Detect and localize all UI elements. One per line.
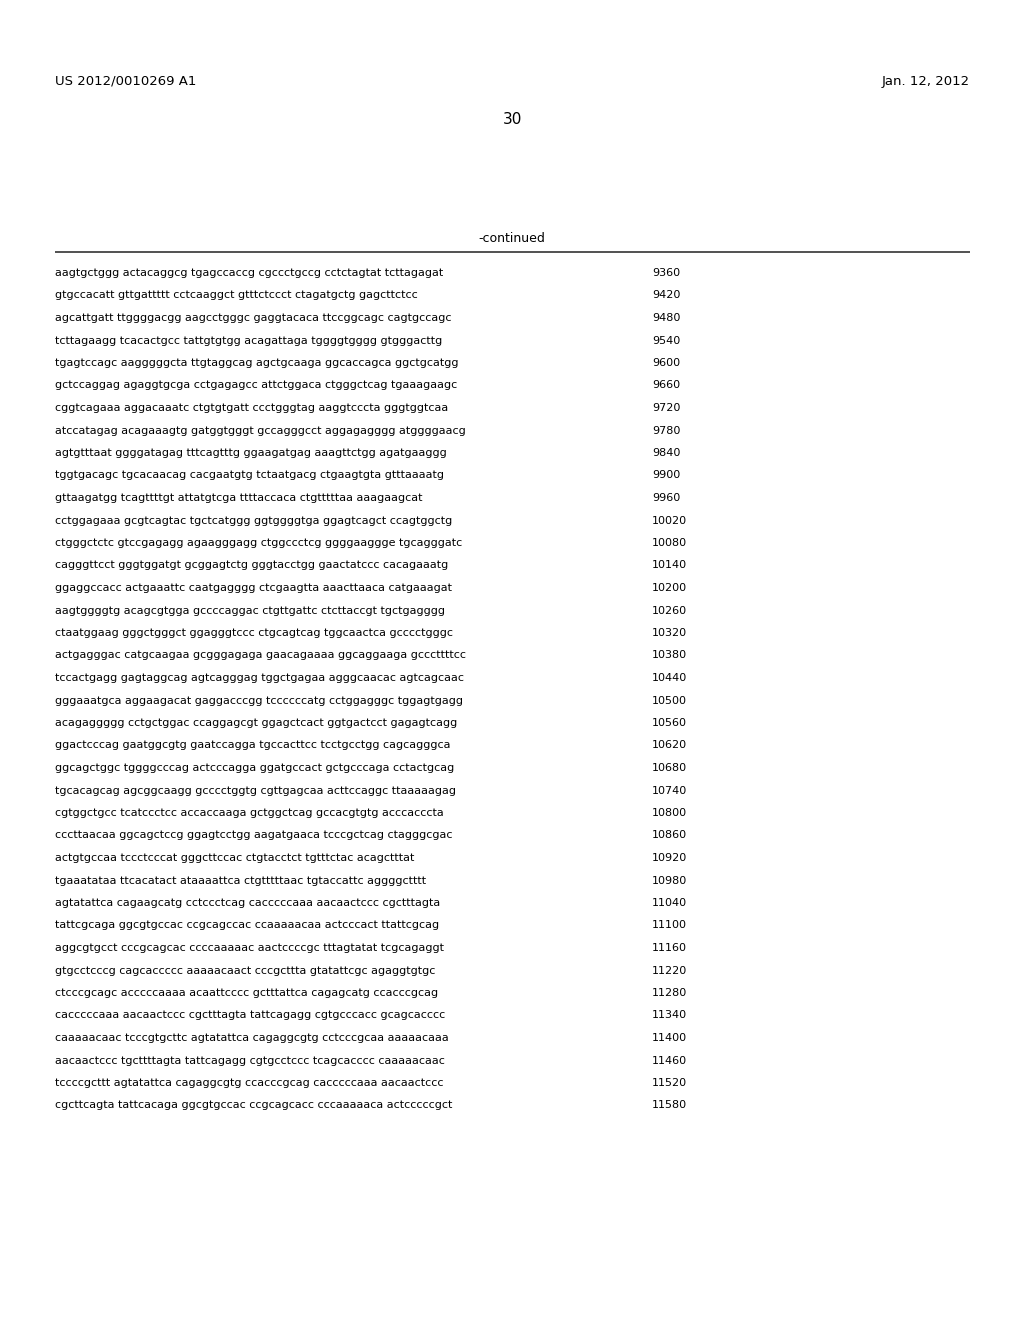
Text: gttaagatgg tcagttttgt attatgtcga ttttaccaca ctgtttttaa aaagaagcat: gttaagatgg tcagttttgt attatgtcga ttttacc… — [55, 492, 423, 503]
Text: 10380: 10380 — [652, 651, 687, 660]
Text: 9360: 9360 — [652, 268, 680, 279]
Text: ggactcccag gaatggcgtg gaatccagga tgccacttcc tcctgcctgg cagcagggca: ggactcccag gaatggcgtg gaatccagga tgccact… — [55, 741, 451, 751]
Text: 11100: 11100 — [652, 920, 687, 931]
Text: agtatattca cagaagcatg cctccctcag cacccccaaa aacaactccc cgctttagta: agtatattca cagaagcatg cctccctcag caccccc… — [55, 898, 440, 908]
Text: 10080: 10080 — [652, 539, 687, 548]
Text: 11280: 11280 — [652, 987, 687, 998]
Text: cgtggctgcc tcatccctcc accaccaaga gctggctcag gccacgtgtg acccacccta: cgtggctgcc tcatccctcc accaccaaga gctggct… — [55, 808, 443, 818]
Text: tccccgcttt agtatattca cagaggcgtg ccacccgcag cacccccaaa aacaactccc: tccccgcttt agtatattca cagaggcgtg ccacccg… — [55, 1078, 443, 1088]
Text: 9540: 9540 — [652, 335, 680, 346]
Text: 11520: 11520 — [652, 1078, 687, 1088]
Text: 10260: 10260 — [652, 606, 687, 615]
Text: 9840: 9840 — [652, 447, 680, 458]
Text: US 2012/0010269 A1: US 2012/0010269 A1 — [55, 75, 197, 88]
Text: 11460: 11460 — [652, 1056, 687, 1065]
Text: cggtcagaaa aggacaaatc ctgtgtgatt ccctgggtag aaggtcccta gggtggtcaa: cggtcagaaa aggacaaatc ctgtgtgatt ccctggg… — [55, 403, 449, 413]
Text: ctgggctctc gtccgagagg agaagggagg ctggccctcg ggggaaggge tgcagggatc: ctgggctctc gtccgagagg agaagggagg ctggccc… — [55, 539, 462, 548]
Text: cacccccaaa aacaactccc cgctttagta tattcagagg cgtgcccacc gcagcacccc: cacccccaaa aacaactccc cgctttagta tattcag… — [55, 1011, 445, 1020]
Text: 10980: 10980 — [652, 875, 687, 886]
Text: 9900: 9900 — [652, 470, 680, 480]
Text: 9660: 9660 — [652, 380, 680, 391]
Text: gtgccacatt gttgattttt cctcaaggct gtttctccct ctagatgctg gagcttctcc: gtgccacatt gttgattttt cctcaaggct gtttctc… — [55, 290, 418, 301]
Text: 10440: 10440 — [652, 673, 687, 682]
Text: cgcttcagta tattcacaga ggcgtgccac ccgcagcacc cccaaaaaca actcccccgct: cgcttcagta tattcacaga ggcgtgccac ccgcagc… — [55, 1101, 453, 1110]
Text: 10560: 10560 — [652, 718, 687, 729]
Text: 11580: 11580 — [652, 1101, 687, 1110]
Text: tgagtccagc aagggggcta ttgtaggcag agctgcaaga ggcaccagca ggctgcatgg: tgagtccagc aagggggcta ttgtaggcag agctgca… — [55, 358, 459, 368]
Text: cctggagaaa gcgtcagtac tgctcatggg ggtggggtga ggagtcagct ccagtggctg: cctggagaaa gcgtcagtac tgctcatggg ggtgggg… — [55, 516, 453, 525]
Text: acagaggggg cctgctggac ccaggagcgt ggagctcact ggtgactcct gagagtcagg: acagaggggg cctgctggac ccaggagcgt ggagctc… — [55, 718, 458, 729]
Text: tggtgacagc tgcacaacag cacgaatgtg tctaatgacg ctgaagtgta gtttaaaatg: tggtgacagc tgcacaacag cacgaatgtg tctaatg… — [55, 470, 444, 480]
Text: 11400: 11400 — [652, 1034, 687, 1043]
Text: 11040: 11040 — [652, 898, 687, 908]
Text: -continued: -continued — [478, 232, 546, 246]
Text: tccactgagg gagtaggcag agtcagggag tggctgagaa agggcaacac agtcagcaac: tccactgagg gagtaggcag agtcagggag tggctga… — [55, 673, 464, 682]
Text: 10920: 10920 — [652, 853, 687, 863]
Text: tgcacagcag agcggcaagg gcccctggtg cgttgagcaa acttccaggc ttaaaaagag: tgcacagcag agcggcaagg gcccctggtg cgttgag… — [55, 785, 456, 796]
Text: actgagggac catgcaagaa gcgggagaga gaacagaaaa ggcaggaaga gcccttttcc: actgagggac catgcaagaa gcgggagaga gaacaga… — [55, 651, 466, 660]
Text: 11160: 11160 — [652, 942, 687, 953]
Text: tgaaatataa ttcacatact ataaaattca ctgtttttaac tgtaccattc aggggctttt: tgaaatataa ttcacatact ataaaattca ctgtttt… — [55, 875, 426, 886]
Text: 9480: 9480 — [652, 313, 680, 323]
Text: 10860: 10860 — [652, 830, 687, 841]
Text: 30: 30 — [503, 112, 521, 127]
Text: ctaatggaag gggctgggct ggagggtccc ctgcagtcag tggcaactca gcccctgggc: ctaatggaag gggctgggct ggagggtccc ctgcagt… — [55, 628, 453, 638]
Text: Jan. 12, 2012: Jan. 12, 2012 — [882, 75, 970, 88]
Text: 11340: 11340 — [652, 1011, 687, 1020]
Text: cagggttcct gggtggatgt gcggagtctg gggtacctgg gaactatccc cacagaaatg: cagggttcct gggtggatgt gcggagtctg gggtacc… — [55, 561, 449, 570]
Text: agcattgatt ttggggacgg aagcctgggc gaggtacaca ttccggcagc cagtgccagc: agcattgatt ttggggacgg aagcctgggc gaggtac… — [55, 313, 452, 323]
Text: 9420: 9420 — [652, 290, 680, 301]
Text: 10320: 10320 — [652, 628, 687, 638]
Text: 9960: 9960 — [652, 492, 680, 503]
Text: aacaactccc tgcttttagta tattcagagg cgtgcctccc tcagcacccc caaaaacaac: aacaactccc tgcttttagta tattcagagg cgtgcc… — [55, 1056, 444, 1065]
Text: 10500: 10500 — [652, 696, 687, 705]
Text: aagtggggtg acagcgtgga gccccaggac ctgttgattc ctcttaccgt tgctgagggg: aagtggggtg acagcgtgga gccccaggac ctgttga… — [55, 606, 445, 615]
Text: agtgtttaat ggggatagag tttcagtttg ggaagatgag aaagttctgg agatgaaggg: agtgtttaat ggggatagag tttcagtttg ggaagat… — [55, 447, 446, 458]
Text: 10020: 10020 — [652, 516, 687, 525]
Text: ctcccgcagc acccccaaaa acaattcccc gctttattca cagagcatg ccacccgcag: ctcccgcagc acccccaaaa acaattcccc gctttat… — [55, 987, 438, 998]
Text: tcttagaagg tcacactgcc tattgtgtgg acagattaga tggggtgggg gtgggacttg: tcttagaagg tcacactgcc tattgtgtgg acagatt… — [55, 335, 442, 346]
Text: 10740: 10740 — [652, 785, 687, 796]
Text: aagtgctggg actacaggcg tgagccaccg cgccctgccg cctctagtat tcttagagat: aagtgctggg actacaggcg tgagccaccg cgccctg… — [55, 268, 443, 279]
Text: gctccaggag agaggtgcga cctgagagcc attctggaca ctgggctcag tgaaagaagc: gctccaggag agaggtgcga cctgagagcc attctgg… — [55, 380, 458, 391]
Text: gtgcctcccg cagcaccccc aaaaacaact cccgcttta gtatattcgc agaggtgtgc: gtgcctcccg cagcaccccc aaaaacaact cccgctt… — [55, 965, 435, 975]
Text: 9780: 9780 — [652, 425, 680, 436]
Text: actgtgccaa tccctcccat gggcttccac ctgtacctct tgtttctac acagctttat: actgtgccaa tccctcccat gggcttccac ctgtacc… — [55, 853, 415, 863]
Text: gggaaatgca aggaagacat gaggacccgg tccccccatg cctggagggc tggagtgagg: gggaaatgca aggaagacat gaggacccgg tcccccc… — [55, 696, 463, 705]
Text: atccatagag acagaaagtg gatggtgggt gccagggcct aggagagggg atggggaacg: atccatagag acagaaagtg gatggtgggt gccaggg… — [55, 425, 466, 436]
Text: 10140: 10140 — [652, 561, 687, 570]
Text: cccttaacaa ggcagctccg ggagtcctgg aagatgaaca tcccgctcag ctagggcgac: cccttaacaa ggcagctccg ggagtcctgg aagatga… — [55, 830, 453, 841]
Text: 9600: 9600 — [652, 358, 680, 368]
Text: aggcgtgcct cccgcagcac ccccaaaaac aactccccgc tttagtatat tcgcagaggt: aggcgtgcct cccgcagcac ccccaaaaac aactccc… — [55, 942, 444, 953]
Text: 9720: 9720 — [652, 403, 680, 413]
Text: 10680: 10680 — [652, 763, 687, 774]
Text: caaaaacaac tcccgtgcttc agtatattca cagaggcgtg cctcccgcaa aaaaacaaa: caaaaacaac tcccgtgcttc agtatattca cagagg… — [55, 1034, 449, 1043]
Text: 10620: 10620 — [652, 741, 687, 751]
Text: 10200: 10200 — [652, 583, 687, 593]
Text: ggcagctggc tggggcccag actcccagga ggatgccact gctgcccaga cctactgcag: ggcagctggc tggggcccag actcccagga ggatgcc… — [55, 763, 455, 774]
Text: ggaggccacc actgaaattc caatgagggg ctcgaagtta aaacttaaca catgaaagat: ggaggccacc actgaaattc caatgagggg ctcgaag… — [55, 583, 452, 593]
Text: tattcgcaga ggcgtgccac ccgcagccac ccaaaaacaa actcccact ttattcgcag: tattcgcaga ggcgtgccac ccgcagccac ccaaaaa… — [55, 920, 439, 931]
Text: 11220: 11220 — [652, 965, 687, 975]
Text: 10800: 10800 — [652, 808, 687, 818]
